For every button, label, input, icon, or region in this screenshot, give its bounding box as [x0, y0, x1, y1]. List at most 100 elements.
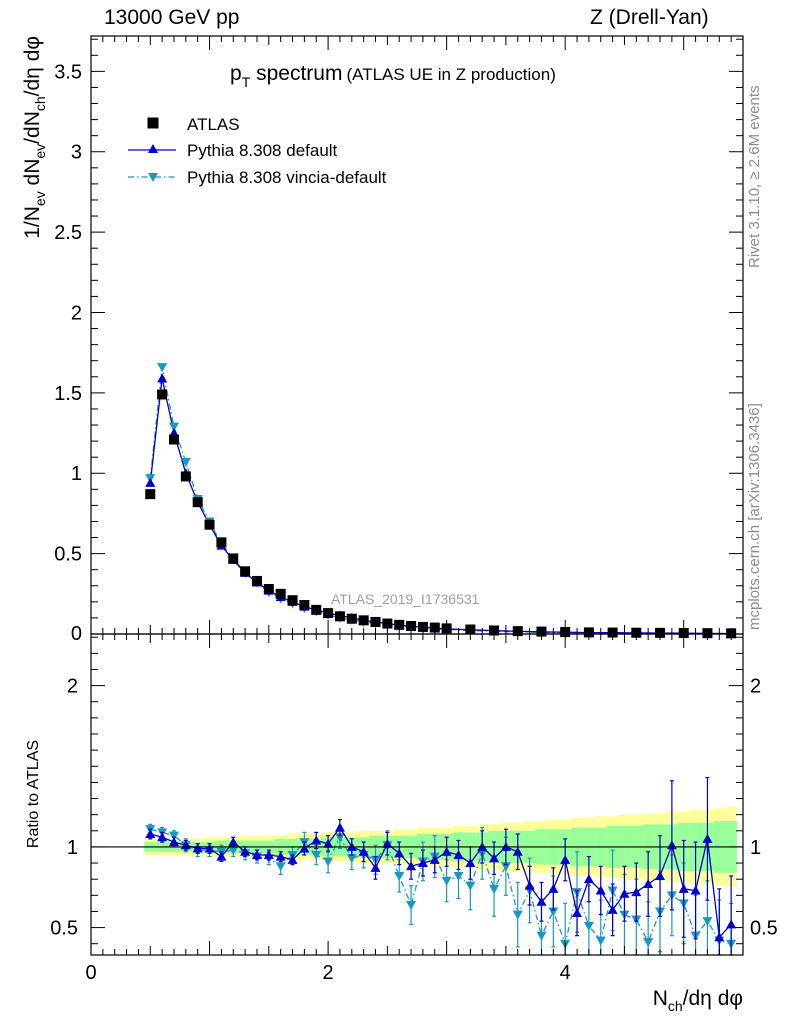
- default-ratio-point: [702, 833, 713, 843]
- default-ratio-point: [168, 837, 179, 847]
- ratio-y-tick-label-right: 0.5: [750, 918, 778, 940]
- y-tick-label: 2.5: [54, 222, 82, 244]
- legend: ATLAS Pythia 8.308 default Pythia 8.308 vi…: [128, 115, 387, 187]
- atlas-point: [417, 621, 428, 632]
- vincia-ratio-point: [346, 854, 357, 864]
- atlas-point: [275, 588, 286, 599]
- x-tick-label: 2: [323, 962, 334, 984]
- y-tick-label: 2: [71, 302, 82, 324]
- default-ratio-point: [394, 848, 405, 858]
- default-ratio-point: [489, 853, 500, 863]
- vincia-ratio-point: [441, 876, 452, 886]
- atlas-point: [311, 604, 322, 615]
- x-tick-label: 0: [85, 962, 96, 984]
- vincia-ratio-point: [394, 871, 405, 881]
- axes-layer: 0 2 4 0 0.5 1 1.5 2 2.5 3 3.5 0.5 0.5 1 1 2 2: [50, 35, 778, 984]
- atlas-point: [429, 622, 440, 633]
- default-ratio-point: [643, 879, 654, 889]
- vincia-point: [168, 422, 179, 432]
- default-ratio-point: [240, 846, 251, 856]
- default-ratio-point: [382, 838, 393, 848]
- vincia-ratio-point: [583, 921, 594, 931]
- y-tick-label: 3: [71, 142, 82, 164]
- default-ratio-point: [536, 896, 547, 906]
- vincia-ratio-point: [595, 936, 606, 946]
- atlas-point: [228, 553, 239, 564]
- vincia-ratio-point: [323, 857, 334, 867]
- default-ratio-point: [406, 861, 417, 871]
- default-ratio-point: [607, 904, 618, 914]
- legend-vincia-label: Pythia 8.308 vincia-default: [187, 168, 387, 187]
- default-ratio-point: [192, 843, 203, 853]
- default-ratio-point: [619, 888, 630, 898]
- atlas-point: [370, 616, 381, 627]
- atlas-point: [251, 575, 262, 586]
- vincia-ratio-point: [489, 884, 500, 894]
- default-ratio-point: [358, 846, 369, 856]
- default-ratio-point: [453, 849, 464, 859]
- default-ratio-point: [263, 849, 274, 859]
- header-right-label: Z (Drell-Yan): [590, 6, 709, 29]
- vincia-ratio-point: [548, 907, 559, 917]
- default-ratio-point: [726, 919, 737, 929]
- y-tick-label: 1: [71, 463, 82, 485]
- axis-labels: 1/Nev dNev/dNch/dη dφ Ratio to ATLAS Nch/d…: [21, 36, 743, 1014]
- default-ratio-point: [690, 885, 701, 895]
- ratio-y-tick-label-right: 2: [750, 676, 761, 698]
- legend-default-label: Pythia 8.308 default: [187, 141, 338, 160]
- atlas-point: [382, 618, 393, 629]
- ratio-y-tick-label: 2: [67, 676, 78, 698]
- y-tick-label: 3.5: [54, 61, 82, 83]
- default-ratio-point: [228, 837, 239, 847]
- analysis-watermark: ATLAS_2019_I1736531: [331, 591, 480, 607]
- default-ratio-point: [251, 849, 262, 859]
- atlas-point: [323, 608, 334, 619]
- vincia-ratio-point: [702, 917, 713, 927]
- default-ratio-point: [323, 838, 334, 848]
- vincia-point: [157, 363, 168, 373]
- default-ratio-point: [631, 887, 642, 897]
- vincia-ratio-point: [311, 850, 322, 860]
- atlas-point: [168, 434, 179, 445]
- vincia-ratio-point: [228, 846, 239, 856]
- default-ratio-point: [465, 858, 476, 868]
- header-left-label: 13000 GeV pp: [104, 6, 240, 29]
- default-ratio-point: [157, 832, 168, 842]
- atlas-point: [346, 613, 357, 624]
- default-ratio-point: [655, 870, 666, 880]
- default-ratio-point: [216, 851, 227, 861]
- y-tick-label: 1.5: [54, 383, 82, 405]
- atlas-point: [192, 497, 203, 508]
- ratio-y-tick-label-right: 1: [750, 837, 761, 859]
- vincia-ratio-point: [512, 910, 523, 920]
- atlas-point: [216, 537, 227, 548]
- y-tick-label: 0.5: [54, 544, 82, 566]
- vincia-ratio-point: [275, 862, 286, 872]
- atlas-point: [334, 611, 345, 622]
- vincia-ratio-point: [453, 871, 464, 881]
- vincia-ratio-point: [465, 881, 476, 891]
- atlas-point: [180, 471, 191, 482]
- ratio-y-axis-label: Ratio to ATLAS: [25, 740, 42, 848]
- x-tick-label: 4: [560, 962, 571, 984]
- default-ratio-point: [311, 835, 322, 845]
- vincia-ratio-point: [643, 938, 654, 948]
- atlas-point: [406, 620, 417, 631]
- atlas-point: [394, 619, 405, 630]
- default-ratio-point: [299, 843, 310, 853]
- plot-title-text: pT spectrum (ATLAS UE in Z production): [230, 62, 556, 90]
- vincia-point: [180, 457, 191, 467]
- legend-atlas-marker: [147, 117, 159, 129]
- atlas-point: [358, 615, 369, 626]
- vincia-ratio-point: [536, 931, 547, 941]
- default-ratio-point: [145, 829, 156, 839]
- ratio-y-tick-label: 1: [67, 837, 78, 859]
- atlas-point: [263, 583, 274, 594]
- default-ratio-point: [678, 883, 689, 893]
- ratio-y-tick-label: 0.5: [50, 918, 78, 940]
- legend-vincia-marker: [148, 173, 158, 182]
- atlas-point: [145, 489, 156, 500]
- default-ratio-group: [145, 776, 737, 956]
- default-ratio-point: [417, 858, 428, 868]
